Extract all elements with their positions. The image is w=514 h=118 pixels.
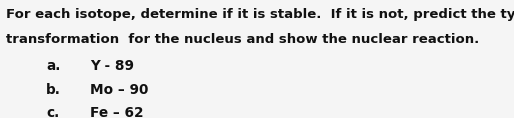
Text: Y - 89: Y - 89 bbox=[90, 59, 134, 73]
Text: Mo – 90: Mo – 90 bbox=[90, 83, 149, 97]
Text: c.: c. bbox=[46, 106, 60, 118]
Text: transformation  for the nucleus and show the nuclear reaction.: transformation for the nucleus and show … bbox=[6, 33, 480, 46]
Text: b.: b. bbox=[46, 83, 61, 97]
Text: a.: a. bbox=[46, 59, 61, 73]
Text: Fe – 62: Fe – 62 bbox=[90, 106, 143, 118]
Text: For each isotope, determine if it is stable.  If it is not, predict the type of: For each isotope, determine if it is sta… bbox=[6, 8, 514, 21]
